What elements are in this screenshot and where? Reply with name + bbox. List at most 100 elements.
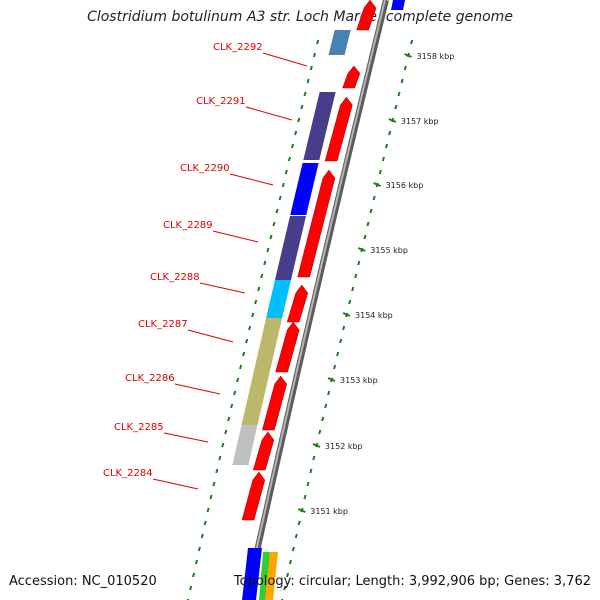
outer-tick-dot [410, 39, 414, 45]
outer-tick-dot [381, 156, 385, 162]
gene-label: CLK_2287 [138, 319, 188, 330]
cds-arrow [241, 471, 266, 521]
inner-tick-dot [254, 299, 258, 305]
cog-bar [328, 30, 351, 55]
tick-label: 3158 kbp [417, 52, 455, 61]
outer-tick-dot [303, 494, 307, 500]
inner-tick-dot [215, 468, 219, 474]
cds-arrow [324, 96, 353, 162]
tick-mark [373, 182, 381, 187]
inner-tick-dot [266, 247, 270, 253]
gene-label-layer: CLK_2292 CLK_2291 CLK_2290 CLK_2289 CLK_2288… [103, 42, 308, 490]
map-title: Clostridium botulinum A3 str. Loch Maree… [87, 9, 513, 25]
cds-arrow [262, 375, 287, 431]
outer-tick-dot [354, 273, 358, 279]
inner-tick-dot [233, 390, 237, 396]
inner-tick-dot [303, 91, 307, 97]
outer-tick-dot [297, 520, 301, 526]
genome-summary-text: Topology: circular; Length: 3,992,906 bp… [233, 574, 591, 589]
cds-arrow [286, 284, 309, 323]
outer-tick-dot [372, 195, 376, 201]
gene-leader-line [199, 282, 246, 294]
outer-tick-dot [397, 91, 401, 97]
inner-tick-dot [316, 39, 320, 45]
gene-leader-line [187, 329, 234, 343]
tick-label: 3155 kbp [370, 246, 408, 255]
outer-tick-dot [312, 455, 316, 461]
cog-bar [241, 318, 283, 425]
outer-tick-dot [339, 338, 343, 344]
outer-tick-dot [351, 286, 355, 292]
inner-tick-dot [212, 481, 216, 487]
inner-tick-dot [269, 234, 273, 240]
inner-tick-dot [224, 429, 228, 435]
tick-track: 3158 kbp 3157 kbp 3156 kbp 3155 kbp 3154 kbp… [187, 39, 455, 600]
gene-label: CLK_2291 [196, 96, 246, 107]
gene-label: CLK_2289 [163, 220, 213, 231]
tick-label: 3152 kbp [325, 442, 363, 451]
inner-tick-dot [294, 130, 298, 136]
cog-bar [266, 280, 291, 318]
cog-bar [290, 163, 319, 215]
inner-tick-dot [218, 455, 222, 461]
inner-tick-dot [197, 546, 201, 552]
inner-tick-dot [230, 403, 234, 409]
outer-tick-dot [369, 208, 373, 214]
gene-leader-line [245, 106, 293, 121]
outer-tick-dot [288, 559, 293, 565]
outer-tick-dot [378, 169, 382, 175]
inner-tick-dot [287, 156, 291, 162]
cog-bar [303, 92, 336, 160]
outer-tick-dot [321, 416, 325, 422]
inner-tick-dot [312, 52, 317, 58]
inner-tick-dot [263, 260, 267, 266]
gene-leader-line [229, 173, 274, 186]
backbone-highlight [244, 0, 386, 600]
tick-mark [388, 118, 397, 123]
outer-tick-dot [294, 533, 298, 539]
tick-mark [357, 247, 366, 252]
tick-mark [327, 377, 336, 382]
outer-tick-dot [283, 585, 287, 591]
inner-tick-dot [290, 143, 295, 149]
gene-leader-line [163, 432, 209, 443]
cog-bar [259, 552, 270, 600]
gene-label: CLK_2284 [103, 468, 153, 479]
tick-label: 3154 kbp [355, 311, 393, 320]
gene-label: CLK_2292 [213, 42, 263, 53]
outer-tick-dot [400, 78, 404, 84]
cds-arrow [297, 169, 336, 278]
inner-tick-dot [275, 208, 279, 214]
outer-tick-dot [286, 572, 290, 578]
outer-tick-dot [363, 234, 367, 240]
outer-tick-dot [318, 429, 322, 435]
outer-tick-dot [384, 143, 389, 149]
cog-bar [242, 548, 262, 600]
inner-tick-dot [209, 494, 213, 500]
outer-tick-dot [366, 221, 370, 227]
inner-tick-dot [306, 78, 310, 84]
outer-tick-dot [309, 468, 313, 474]
inner-tick-dot [206, 507, 210, 513]
cog-bar [265, 552, 278, 600]
gene-leader-line [152, 478, 199, 490]
inner-tick-dot [257, 286, 261, 292]
inner-tick-dot [242, 351, 246, 357]
cog-bar [274, 216, 307, 280]
backbone-layer [243, 0, 389, 600]
outer-tick-dot [306, 481, 310, 487]
inner-tick-dot [200, 533, 204, 539]
gene-leader-line [174, 383, 221, 395]
inner-tick-dot [227, 416, 231, 422]
outer-tick-dot [336, 351, 340, 357]
tick-label: 3156 kbp [386, 181, 424, 190]
outer-tick-dot [357, 260, 361, 266]
outer-tick-dot [324, 403, 328, 409]
cog-bar [391, 0, 405, 10]
inner-tick-dot [300, 104, 304, 110]
cog-bar [232, 425, 258, 465]
inner-tick-dot [194, 559, 199, 565]
cds-arrow [356, 0, 377, 31]
outer-tick-dot [394, 104, 398, 110]
